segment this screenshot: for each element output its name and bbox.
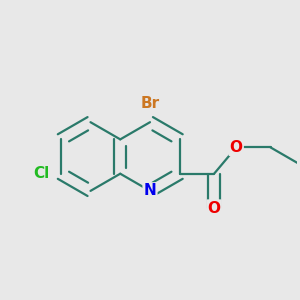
Text: Br: Br bbox=[140, 96, 160, 111]
Text: Cl: Cl bbox=[34, 166, 50, 181]
Text: N: N bbox=[144, 183, 156, 198]
Text: O: O bbox=[208, 201, 220, 216]
Text: O: O bbox=[230, 140, 243, 155]
